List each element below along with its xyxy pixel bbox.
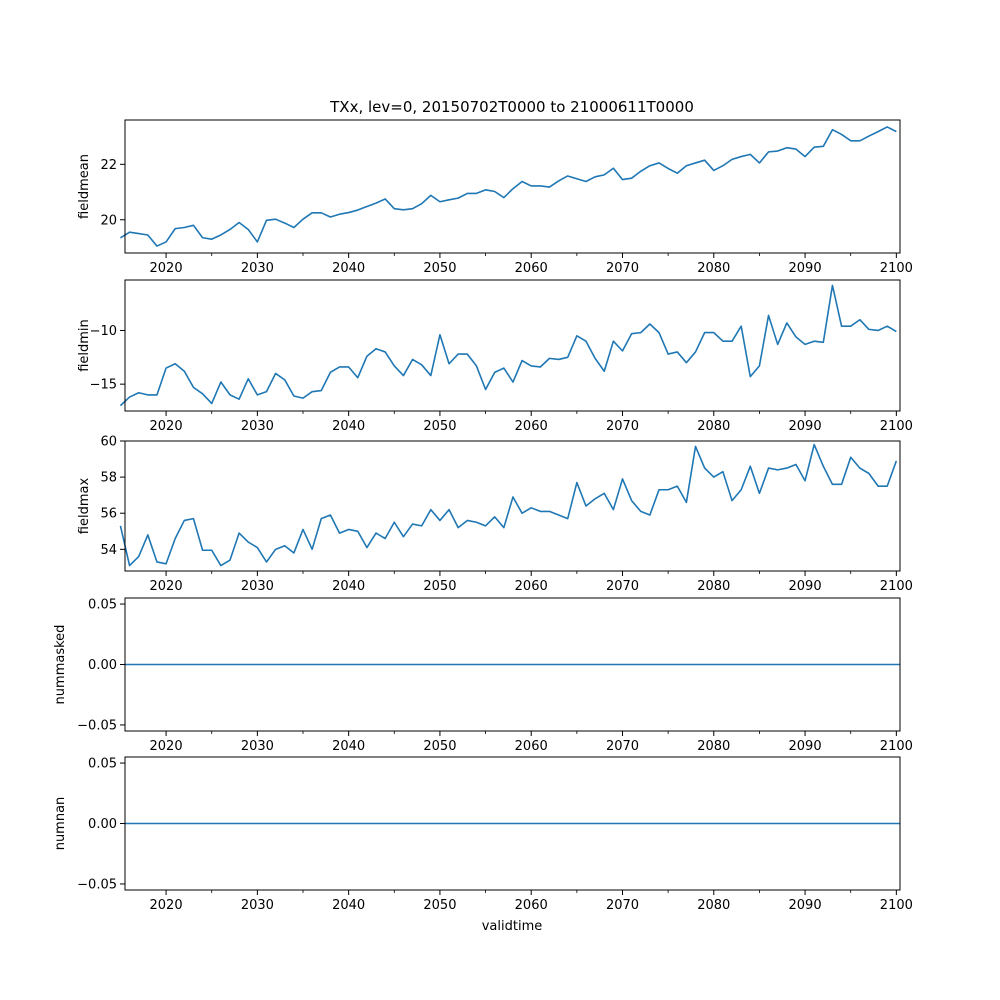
fieldmin-y-axis-label: fieldmin <box>77 319 92 372</box>
x-tick-label: 2020 <box>150 739 183 754</box>
x-tick-label: 2030 <box>241 419 274 434</box>
y-tick-label: 0.05 <box>88 757 117 772</box>
y-tick-label: −0.05 <box>77 877 117 892</box>
x-tick-label: 2070 <box>606 419 639 434</box>
x-tick-label: 2060 <box>515 739 548 754</box>
x-tick-label: 2040 <box>332 261 365 276</box>
x-tick-label: 2080 <box>697 739 730 754</box>
x-tick-label: 2040 <box>332 579 365 594</box>
subplots: 2020 2030 2040 2050 2060 2070 2080 2090 2100 20 22… <box>53 119 913 913</box>
x-tick-label: 2100 <box>880 419 913 434</box>
subplot-nummasked: 2020 2030 2040 2050 2060 2070 2080 2090 2100 −0.0… <box>53 597 913 754</box>
nummasked-y-axis-label: nummasked <box>53 625 68 705</box>
x-tick-label: 2060 <box>515 261 548 276</box>
x-tick-label: 2090 <box>789 261 822 276</box>
fieldmax-axes-frame <box>124 440 901 572</box>
x-tick-label: 2050 <box>423 898 456 913</box>
x-tick-label: 2050 <box>423 261 456 276</box>
x-tick-label: 2090 <box>789 898 822 913</box>
x-tick-label: 2050 <box>423 419 456 434</box>
fieldmax-series-line <box>119 443 898 567</box>
y-tick-label: 20 <box>100 213 117 228</box>
x-tick-label: 2060 <box>515 419 548 434</box>
y-tick-label: 58 <box>100 471 117 486</box>
x-tick-label: 2050 <box>423 579 456 594</box>
x-tick-label: 2090 <box>789 419 822 434</box>
fieldmean-series-line <box>120 126 897 247</box>
x-tick-label: 2070 <box>606 898 639 913</box>
y-tick-label: 22 <box>100 158 117 173</box>
x-tick-label: 2100 <box>880 898 913 913</box>
subplot-numnan: 2020 2030 2040 2050 2060 2070 2080 2090 2100 −0.0… <box>53 756 913 913</box>
x-tick-label: 2020 <box>150 579 183 594</box>
x-tick-label: 2020 <box>150 898 183 913</box>
x-tick-label: 2090 <box>789 579 822 594</box>
fieldmean-y-axis-label: fieldmean <box>77 154 92 219</box>
chart-title: TXx, lev=0, 20150702T0000 to 21000611T00… <box>329 98 694 116</box>
x-tick-label: 2050 <box>423 739 456 754</box>
y-tick-label: 56 <box>100 507 117 522</box>
y-tick-label: 0.00 <box>88 658 117 673</box>
x-tick-label: 2020 <box>150 261 183 276</box>
y-tick-label: 0.00 <box>88 817 117 832</box>
y-tick-label: 0.05 <box>88 598 117 613</box>
x-tick-label: 2100 <box>880 579 913 594</box>
x-tick-label: 2060 <box>515 579 548 594</box>
y-tick-label: −15 <box>90 378 117 393</box>
x-tick-label: 2080 <box>697 261 730 276</box>
x-tick-label: 2080 <box>697 898 730 913</box>
fieldmax-y-axis-label: fieldmax <box>77 478 92 535</box>
y-tick-label: 60 <box>100 435 117 450</box>
x-tick-label: 2060 <box>515 898 548 913</box>
x-tick-label: 2080 <box>697 419 730 434</box>
fieldmin-axes-frame <box>124 279 901 412</box>
x-tick-label: 2030 <box>241 579 274 594</box>
x-tick-label: 2100 <box>880 261 913 276</box>
fieldmean-axes-frame <box>124 119 901 254</box>
subplot-fieldmax: 2020 2030 2040 2050 2060 2070 2080 2090 2100 54 56… <box>77 435 913 595</box>
x-tick-label: 2080 <box>697 579 730 594</box>
x-tick-label: 2030 <box>241 739 274 754</box>
x-tick-label: 2090 <box>789 739 822 754</box>
numnan-y-axis-label: numnan <box>53 797 68 851</box>
x-tick-label: 2020 <box>150 419 183 434</box>
fieldmin-series-line <box>119 284 897 407</box>
x-axis-label: validtime <box>482 919 543 934</box>
x-tick-label: 2070 <box>606 579 639 594</box>
y-tick-label: 54 <box>100 543 117 558</box>
x-tick-label: 2030 <box>241 261 274 276</box>
x-tick-label: 2100 <box>880 739 913 754</box>
x-tick-label: 2070 <box>606 261 639 276</box>
x-tick-label: 2040 <box>332 419 365 434</box>
x-tick-label: 2070 <box>606 739 639 754</box>
y-tick-label: −0.05 <box>77 718 117 733</box>
subplot-fieldmin: 2020 2030 2040 2050 2060 2070 2080 2090 2100 −15 −… <box>77 279 913 434</box>
y-tick-label: −10 <box>90 324 117 339</box>
subplot-fieldmean: 2020 2030 2040 2050 2060 2070 2080 2090 2100 20 22… <box>77 119 913 276</box>
x-tick-label: 2040 <box>332 898 365 913</box>
x-tick-label: 2040 <box>332 739 365 754</box>
x-tick-label: 2030 <box>241 898 274 913</box>
